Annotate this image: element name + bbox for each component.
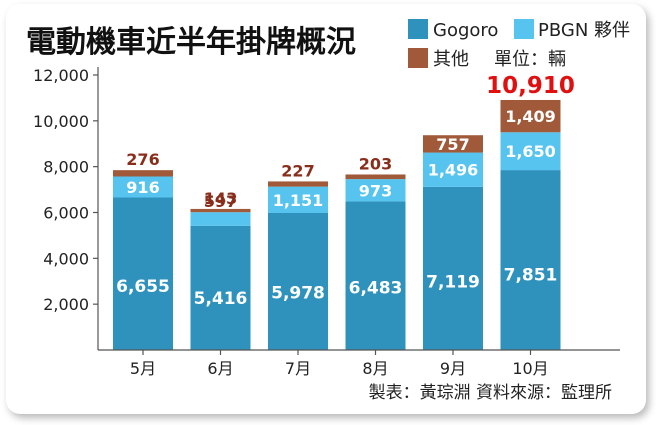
value-label: 757	[436, 135, 469, 154]
value-label: 1,650	[505, 142, 556, 161]
value-label: 1,409	[505, 107, 556, 126]
bar-segment	[423, 135, 483, 153]
value-label: 143	[204, 189, 237, 208]
bar-segment	[345, 174, 406, 180]
y-tick-label: 10,000	[33, 112, 89, 131]
value-label: 6,655	[116, 277, 170, 297]
value-label: 1,496	[428, 161, 479, 180]
bars	[113, 99, 561, 350]
bar-segment	[268, 186, 328, 214]
y-axis: 2,000 4,000 6,000 8,000 10,000 12,000	[33, 66, 99, 350]
legend-label-other: 其他	[433, 49, 469, 70]
legend-label-gogoro: Gogoro	[433, 20, 498, 41]
legend-swatch-gogoro	[408, 19, 428, 39]
value-label: 227	[281, 161, 314, 180]
bar-segment	[190, 212, 251, 226]
bar-segment	[190, 225, 251, 350]
value-label: 7,851	[504, 265, 558, 285]
y-tick-label: 2,000	[43, 295, 89, 314]
y-tick-label: 12,000	[33, 66, 89, 85]
value-label: 6,483	[349, 279, 403, 299]
x-tick-label: 5月	[130, 359, 156, 378]
bar-segment	[113, 170, 173, 177]
value-label: 916	[126, 178, 159, 197]
legend-swatch-other	[408, 48, 428, 68]
legend-label-pbgn: PBGN 夥伴	[538, 20, 630, 41]
bar-segment	[345, 179, 406, 202]
value-label: 5,416	[194, 289, 248, 309]
bar-segment	[113, 176, 173, 198]
total-label: 10,910	[486, 73, 575, 99]
y-tick-label: 6,000	[43, 204, 89, 223]
y-tick-label: 8,000	[43, 158, 89, 177]
bar-segment	[500, 99, 561, 133]
unit-label: 單位：輛	[494, 49, 566, 70]
x-tick-label: 9月	[440, 359, 466, 378]
bar-segment	[345, 201, 406, 350]
legend: Gogoro PBGN 夥伴 其他 單位：輛	[408, 19, 630, 70]
x-tick-label: 7月	[285, 359, 311, 378]
chart-title: 電動機車近半年掛牌概況	[26, 25, 356, 60]
value-label: 973	[359, 181, 392, 200]
bar-segment	[268, 213, 328, 350]
value-label: 203	[359, 154, 392, 173]
x-tick-label: 8月	[362, 359, 388, 378]
bar-segment	[423, 186, 483, 350]
value-label: 5,978	[271, 283, 325, 303]
value-label: 276	[126, 150, 159, 169]
bar-segment	[423, 152, 483, 187]
x-axis: 5月 6月 7月 8月 9月 10月	[98, 349, 620, 378]
x-tick-label: 10月	[512, 359, 548, 378]
bar-segment	[190, 208, 251, 213]
bar-segment	[268, 181, 328, 187]
y-tick-label: 4,000	[43, 249, 89, 268]
value-label: 7,119	[426, 272, 480, 292]
value-label: 1,151	[273, 191, 324, 210]
x-tick-label: 6月	[207, 359, 233, 378]
bar-segment	[500, 170, 561, 350]
source-note: 製表：黃琮淵 資料來源：監理所	[369, 383, 612, 403]
value-label: 597	[204, 192, 237, 211]
legend-swatch-pbgn	[514, 19, 534, 39]
bar-segment	[500, 132, 561, 171]
bar-segment	[113, 197, 173, 350]
